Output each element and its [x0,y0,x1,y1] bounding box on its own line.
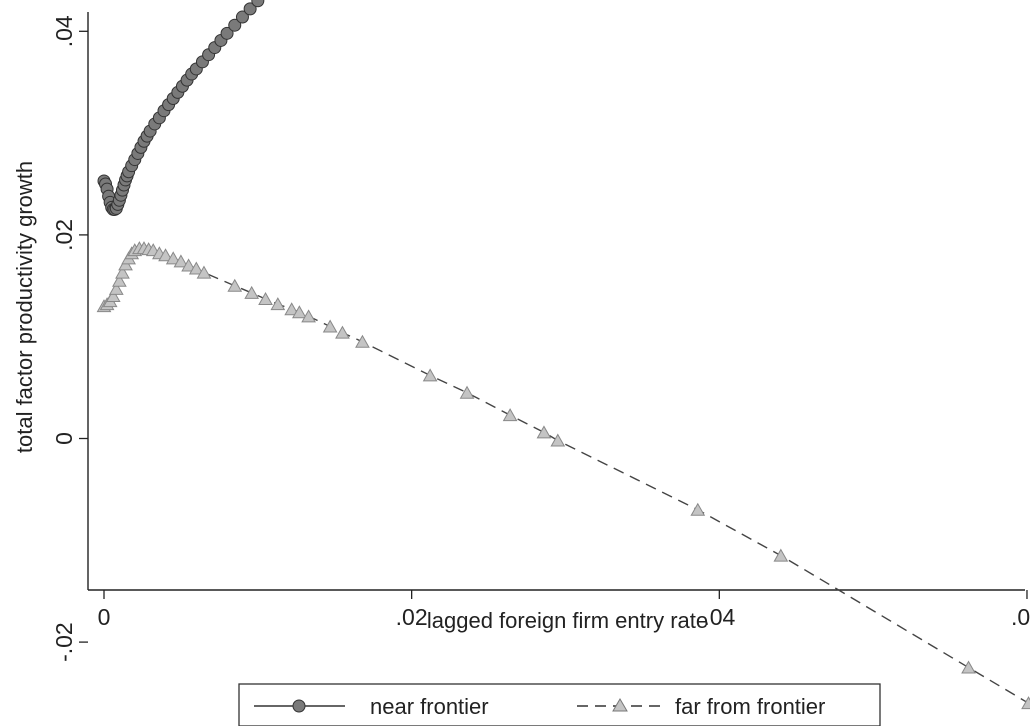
data-point [502,408,518,422]
y-tick-label: -.02 [51,622,77,662]
data-point [536,425,552,439]
y-tick-label: .04 [51,15,77,47]
data-point [220,26,234,40]
data-point [165,251,181,265]
data-point [173,254,189,268]
x-tick-label: .06 [1011,604,1030,630]
data-point [251,0,265,8]
data-point [227,278,243,292]
data-point [235,10,249,24]
data-point [228,18,242,32]
x-axis-title: lagged foreign firm entry rate [427,608,708,633]
data-point [459,385,475,399]
data-point [961,660,976,674]
axes: 0.02.04.06-.020.02.04.06.08lagged foreig… [12,12,1030,662]
data-point [188,261,204,275]
data-point [773,548,789,562]
data-point [158,248,173,262]
data-point [301,309,316,323]
x-tick-label: .02 [396,604,428,630]
x-tick-label: .04 [703,604,735,630]
data-point [181,258,196,272]
data-point [105,288,121,302]
legend: near frontier far from frontier [238,683,881,726]
series-far-from-frontier [96,241,1030,710]
series-line-far-from-frontier [103,247,1029,704]
data-point [335,325,350,339]
y-tick-label: .02 [51,219,77,251]
series-layer [96,0,1030,710]
data-point [422,368,438,382]
y-axis-title: total factor productivity growth [12,161,37,453]
legend-far-from-frontier-marker [612,698,628,712]
data-point [270,297,286,311]
legend-near-frontier-marker [292,699,306,713]
data-point [550,433,566,447]
legend-box [238,683,881,726]
data-point [690,502,706,516]
data-point [115,265,130,279]
x-tick-label: 0 [98,604,111,630]
data-point [112,273,127,287]
data-point [243,2,257,16]
data-point [322,319,338,333]
data-point [292,305,307,319]
legend-near-frontier-label: near frontier [370,694,489,719]
y-tick-label: 0 [51,432,77,445]
data-point [284,302,300,316]
data-point [258,292,273,306]
data-point [244,285,260,299]
data-point [108,281,124,295]
legend-far-from-frontier-label: far from frontier [675,694,825,719]
data-point [355,334,370,348]
series-near-frontier [97,0,265,216]
data-point [196,265,212,279]
data-point [1021,696,1030,710]
